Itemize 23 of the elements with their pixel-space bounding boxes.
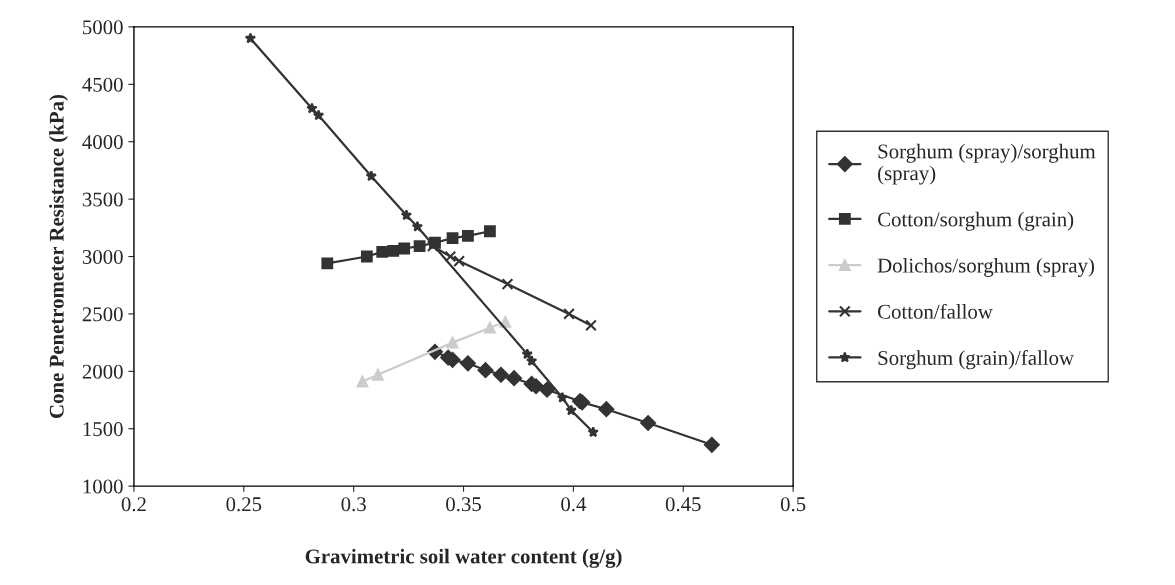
y-tick-label: 4000 <box>82 135 123 150</box>
y-tick-label: 3500 <box>82 192 123 207</box>
legend-label: Cotton/fallow <box>878 303 993 319</box>
y-tick-label: 3000 <box>82 249 123 264</box>
legend-label: Sorghum (spray)/sorghum (spray) <box>878 143 1096 185</box>
legend-label: Cotton/sorghum (grain) <box>878 211 1074 231</box>
legend-label: Dolichos/sorghum (spray) <box>877 257 1094 277</box>
y-axis-title: Cone Penetrometer Resistance (kPa) <box>49 94 68 418</box>
x-tick-label: 0.2 <box>121 497 146 512</box>
x-tick-label: 0.45 <box>665 497 701 512</box>
y-tick-label: 1500 <box>83 422 123 437</box>
y-tick-label: 1000 <box>83 479 123 494</box>
y-tick-label: 2500 <box>82 307 123 322</box>
x-tick-label: 0.5 <box>780 497 806 512</box>
y-tick-label: 5000 <box>83 20 123 35</box>
x-tick-label: 0.3 <box>341 497 366 512</box>
y-tick-label: 2000 <box>82 364 123 379</box>
x-tick-label: 0.25 <box>226 497 262 512</box>
x-axis-title: Gravimetric soil water content (g/g) <box>305 548 622 568</box>
x-tick-label: 0.35 <box>446 497 481 512</box>
y-tick-label: 4500 <box>82 77 123 92</box>
x-tick-label: 0.4 <box>561 497 587 512</box>
legend-label: Sorghum (grain)/fallow <box>878 350 1074 370</box>
